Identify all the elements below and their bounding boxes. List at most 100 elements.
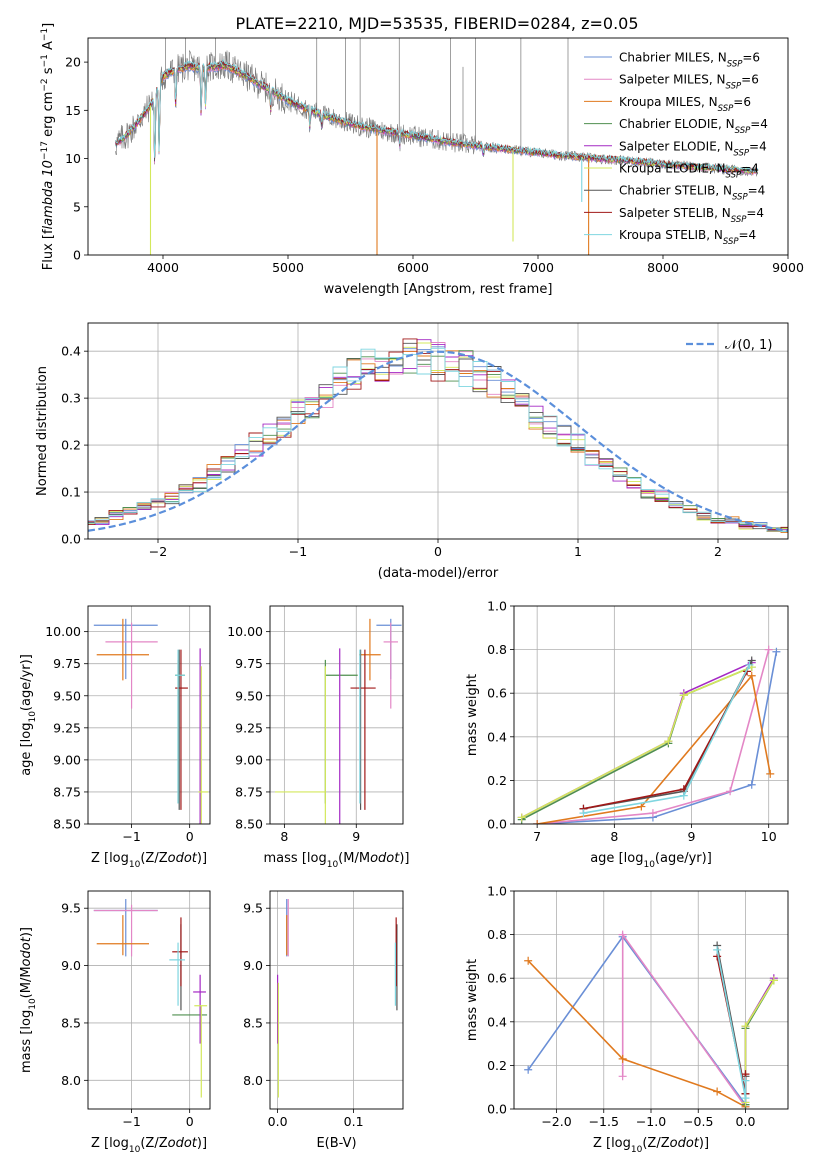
residuals-ytick-label: 0.0: [61, 532, 81, 547]
legend-entry: Kroupa STELIB, NSSP=4: [619, 228, 756, 247]
spectrum-frame: [87, 37, 789, 256]
weight_vs_age-point-marker: [766, 769, 775, 778]
weight_vs_Z-point-marker: [741, 1076, 750, 1085]
weight_vs_Z-point-marker: [741, 1094, 750, 1103]
residuals-ytick-label: 0.4: [61, 344, 81, 359]
age_vs_Z-errorbar: [175, 649, 186, 804]
mass_vs_Z-ylabel: mass [log10(M/Modot)]: [19, 927, 38, 1073]
weight_vs_age-xtick-label: 7: [533, 829, 541, 844]
age_vs_Z-xtick-label: 0: [186, 829, 194, 844]
mass_vs_EBV-ytick-label: 8.5: [243, 1015, 263, 1030]
weight_vs_age-xtick-label: 10: [761, 829, 777, 844]
weight_vs_age-xtick-label: 8: [610, 829, 618, 844]
figure-title: PLATE=2210, MJD=53535, FIBERID=0284, z=0…: [235, 14, 638, 33]
weight_vs_age-series-line: [583, 660, 753, 810]
mass_vs_EBV-ytick-label: 9.0: [243, 958, 263, 973]
weight_vs_age-series-line: [537, 649, 770, 824]
weight_vs_age-point-marker: [648, 809, 657, 818]
residual-histogram: [88, 338, 788, 531]
age_vs_mass-errorbar: [275, 666, 326, 824]
age_vs_mass-xlabel: mass [log10(M/Modot)]: [264, 851, 410, 870]
weight_vs_age-ylabel: mass weight: [465, 674, 480, 756]
residuals-ytick-label: 0.1: [61, 485, 81, 500]
weight_vs_age-ytick-label: 0.6: [487, 686, 507, 701]
residuals-ylabel: Normed distribution: [35, 366, 50, 496]
mass_vs_Z-ytick-label: 9.0: [61, 958, 81, 973]
legend-entry: Chabrier ELODIE, NSSP=4: [619, 117, 768, 136]
weight_vs_Z-series-line: [744, 977, 775, 1103]
weight_vs_age-point-marker: [747, 656, 756, 665]
weight_vs_Z-plot-area: [514, 891, 788, 1109]
weight_vs_age-plot-area: [514, 606, 788, 824]
legend-entry: Salpeter MILES, NSSP=6: [619, 73, 759, 92]
weight_vs_age-point-marker: [764, 645, 773, 654]
weight_vs_age-point-marker: [747, 780, 756, 789]
weight_vs_Z-point-marker: [524, 956, 533, 965]
age_vs_Z-xlabel: Z [log10(Z/Zodot)]: [91, 851, 207, 870]
weight_vs_age-point-marker: [772, 647, 781, 656]
age_vs_Z-ytick-label: 9.75: [53, 656, 81, 671]
spectrum-xtick-label: 5000: [272, 260, 304, 275]
weight_vs_age-ytick-label: 0.2: [487, 773, 507, 788]
age_vs_Z-ytick-label: 8.75: [53, 784, 81, 799]
mass_vs_Z-errorbar: [93, 899, 158, 957]
weight_vs_Z-ytick-label: 0.8: [487, 927, 507, 942]
mass_vs_Z-errorbar: [193, 974, 206, 1044]
legend-entry: Chabrier STELIB, NSSP=4: [619, 184, 765, 203]
panel-spectrum: 4000 5000 6000 7000 8000 9000 0 5 10 15 20 waveleng…: [40, 23, 804, 297]
weight_vs_Z-point-marker: [618, 1054, 627, 1063]
mass_vs_Z-plot-area: [88, 891, 210, 1109]
age_vs_Z-errorbar: [175, 649, 188, 810]
age_vs_mass-plot-area: [270, 606, 403, 824]
spectrum-plot-area: [115, 38, 759, 255]
age_vs_mass-errorbar: [324, 659, 358, 804]
age_vs_Z-ytick-label: 9.50: [53, 688, 81, 703]
weight_vs_Z-xtick-label: 0.0: [736, 1114, 756, 1129]
residuals-xtick-label: −1: [289, 544, 307, 559]
age_vs_Z-errorbar: [96, 618, 149, 681]
legend-entry: Chabrier MILES, NSSP=6: [619, 51, 760, 70]
spectrum-ytick-label: 15: [65, 103, 81, 118]
age_vs_Z-errorbar: [93, 618, 158, 680]
spectrum-ytick-label: 5: [73, 199, 81, 214]
age_vs_mass-ytick-label: 9.50: [235, 688, 263, 703]
weight_vs_age-ytick-label: 0.4: [487, 729, 507, 744]
age_vs_Z-errorbar: [198, 666, 209, 824]
residual-histogram: [88, 347, 788, 532]
mass_vs_Z-errorbar: [93, 904, 158, 957]
spectrum-legend: Chabrier MILES, NSSP=6 Salpeter MILES, NS…: [584, 51, 768, 247]
weight_vs_Z-ytick-label: 1.0: [487, 884, 507, 899]
age_vs_mass-errorbar: [350, 649, 376, 810]
spectrum-ytick-label: 20: [65, 55, 81, 70]
weight_vs_Z-frame: [513, 890, 789, 1110]
age_vs_mass-errorbar: [376, 618, 402, 680]
age_vs_Z-ylabel: age [log10(age/yr)]: [19, 654, 38, 776]
legend-entry: Kroupa MILES, NSSP=6: [619, 95, 751, 114]
age_vs_Z-plot-area: [88, 606, 210, 824]
weight_vs_age-point-marker: [745, 660, 754, 669]
mass_vs_EBV-xtick-label: 0.1: [344, 1114, 364, 1129]
weight_vs_Z-series-line: [744, 979, 775, 1103]
weight_vs_Z-xtick-label: −1.5: [589, 1114, 619, 1129]
age_vs_mass-ytick-label: 9.75: [235, 656, 263, 671]
weight_vs_Z-point-marker: [741, 1022, 750, 1031]
mass_vs_Z-frame: [87, 890, 211, 1110]
age_vs_mass-ytick-label: 8.50: [235, 817, 263, 832]
age_vs_mass-ytick-label: 9.00: [235, 752, 263, 767]
mass_vs_EBV-frame: [269, 890, 404, 1110]
mass_vs_Z-errorbar: [172, 917, 188, 987]
weight_vs_Z-point-marker: [618, 930, 627, 939]
weight_vs_age-series-line: [537, 651, 778, 824]
weight_vs_age-series-line: [521, 666, 753, 819]
mass_vs_Z-errorbar: [194, 1005, 208, 1098]
age_vs_mass-xtick-label: 8: [280, 829, 288, 844]
panel-age_vs_mass: 8 9 8.50 8.75 9.00 9.25 9.50 9.75 10.00 mass [log…: [227, 605, 410, 870]
weight_vs_Z-point-marker: [618, 1072, 627, 1081]
mass_vs_EBV-plot-area: [270, 891, 403, 1109]
weight_vs_age-series-line: [583, 664, 751, 814]
weight_vs_Z-ytick-label: 0.6: [487, 971, 507, 986]
weight_vs_Z-xlabel: Z [log10(Z/Zodot)]: [593, 1136, 709, 1155]
spectrum-xtick-label: 9000: [772, 260, 804, 275]
legend-entry: Salpeter STELIB, NSSP=4: [619, 206, 764, 225]
